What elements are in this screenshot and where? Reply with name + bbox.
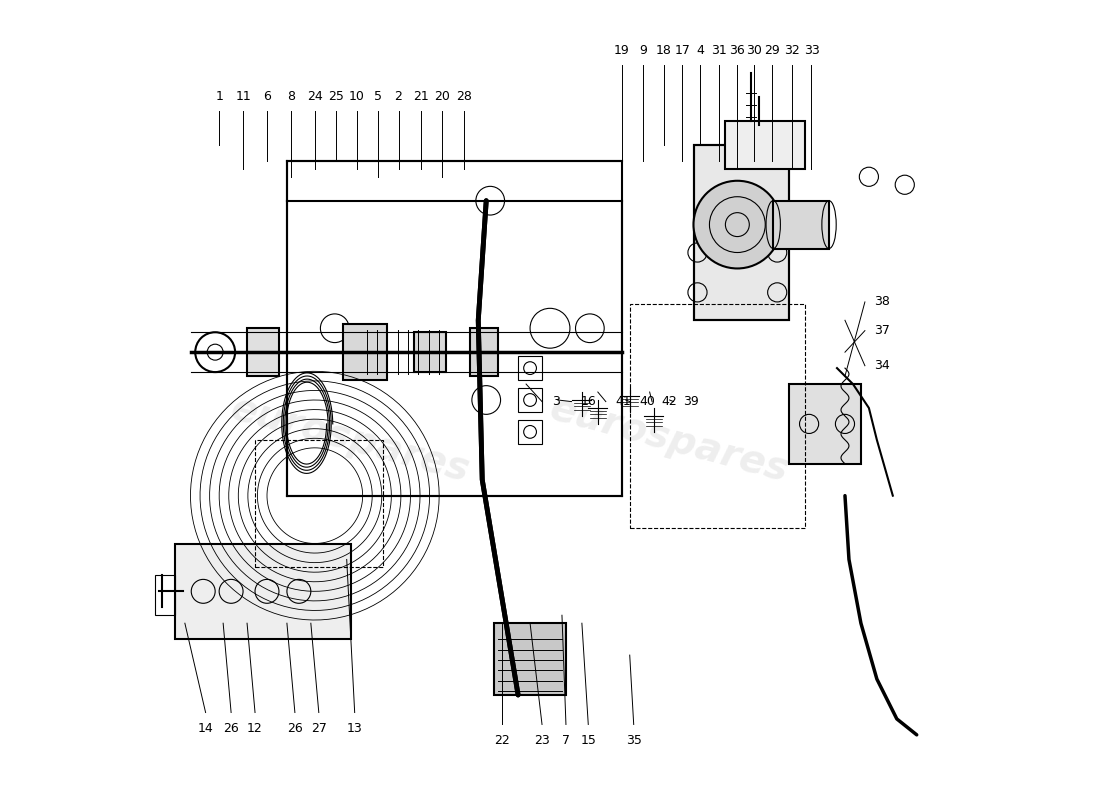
- Text: 14: 14: [198, 722, 213, 735]
- Text: 19: 19: [614, 44, 629, 57]
- Bar: [248, 328, 279, 376]
- Text: 31: 31: [711, 44, 727, 57]
- Text: 23: 23: [535, 734, 550, 747]
- Text: 2: 2: [395, 90, 403, 103]
- Text: 12: 12: [248, 722, 263, 735]
- Text: 4: 4: [696, 44, 704, 57]
- Bar: [287, 161, 622, 496]
- Text: 15: 15: [581, 734, 596, 747]
- Text: 18: 18: [656, 44, 672, 57]
- Text: 17: 17: [674, 44, 691, 57]
- Text: 10: 10: [349, 90, 365, 103]
- Text: 36: 36: [729, 44, 745, 57]
- Text: 8: 8: [287, 90, 295, 103]
- Text: 3: 3: [551, 395, 560, 408]
- Bar: [725, 121, 805, 169]
- Text: 25: 25: [329, 90, 344, 103]
- Text: 24: 24: [307, 90, 322, 103]
- Text: 35: 35: [626, 734, 641, 747]
- Text: 9: 9: [639, 44, 647, 57]
- Text: 32: 32: [783, 44, 800, 57]
- Text: 41: 41: [615, 395, 631, 408]
- Text: 27: 27: [311, 722, 327, 735]
- Text: 40: 40: [639, 395, 656, 408]
- Text: 30: 30: [746, 44, 762, 57]
- Text: 34: 34: [874, 359, 890, 372]
- Text: 42: 42: [661, 395, 678, 408]
- Circle shape: [524, 426, 537, 438]
- Text: eurospares: eurospares: [227, 390, 474, 490]
- Text: 28: 28: [456, 90, 472, 103]
- Bar: [629, 304, 805, 527]
- Bar: [518, 420, 542, 444]
- Text: eurospares: eurospares: [546, 390, 793, 490]
- Text: 20: 20: [434, 90, 450, 103]
- Bar: [789, 384, 861, 464]
- Circle shape: [693, 181, 781, 269]
- Text: 5: 5: [374, 90, 382, 103]
- Text: 1: 1: [216, 90, 223, 103]
- Text: 13: 13: [346, 722, 363, 735]
- Bar: [471, 328, 498, 376]
- Text: 6: 6: [263, 90, 271, 103]
- Text: 21: 21: [412, 90, 429, 103]
- Bar: [343, 324, 386, 380]
- Text: 7: 7: [562, 734, 570, 747]
- Bar: [693, 145, 789, 320]
- Text: 33: 33: [804, 44, 820, 57]
- Text: 11: 11: [235, 90, 251, 103]
- Circle shape: [524, 394, 537, 406]
- Bar: [415, 332, 447, 372]
- Text: 39: 39: [683, 395, 698, 408]
- Bar: [175, 543, 351, 639]
- Bar: [518, 356, 542, 380]
- Bar: [693, 145, 789, 320]
- Text: 26: 26: [223, 722, 239, 735]
- Text: 26: 26: [287, 722, 303, 735]
- Text: 38: 38: [874, 295, 890, 309]
- Circle shape: [524, 362, 537, 374]
- Bar: [255, 440, 383, 567]
- Bar: [155, 575, 175, 615]
- Bar: [773, 201, 829, 249]
- Text: 16: 16: [581, 395, 597, 408]
- Text: 37: 37: [874, 324, 890, 337]
- Polygon shape: [494, 623, 565, 695]
- Bar: [518, 388, 542, 412]
- Text: 22: 22: [494, 734, 510, 747]
- Text: 29: 29: [763, 44, 780, 57]
